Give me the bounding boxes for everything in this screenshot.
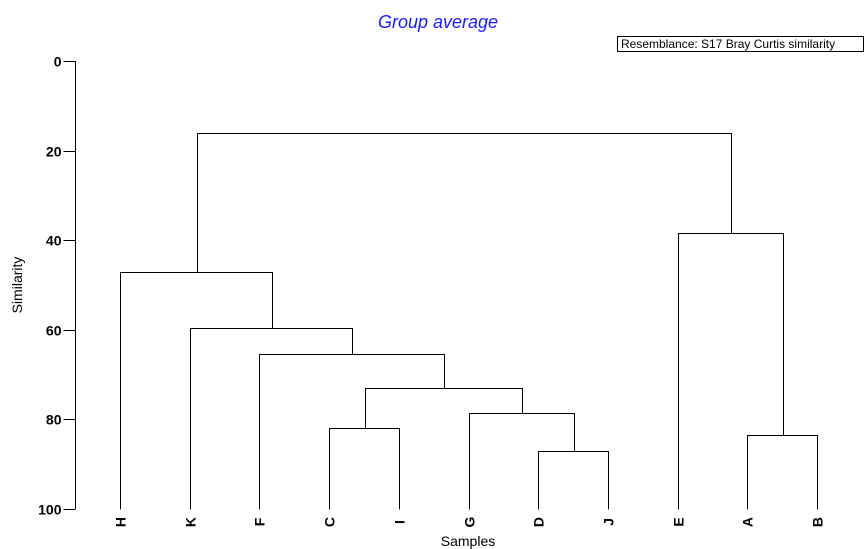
leaf-label: B	[810, 517, 826, 527]
dendrogram-branch	[747, 435, 818, 510]
dendrogram-branch	[197, 133, 732, 273]
leaf-label: H	[113, 517, 129, 527]
leaf-label: K	[183, 517, 199, 527]
y-tick-label: 60	[46, 323, 62, 339]
y-tick-label: 80	[46, 412, 62, 428]
leaf-label: F	[252, 517, 268, 526]
y-tick-label: 100	[38, 502, 62, 518]
x-axis-label: Samples	[441, 533, 495, 549]
y-axis-label: Similarity	[9, 257, 25, 314]
dendrogram-branch	[678, 233, 784, 510]
chart-title: Group average	[378, 12, 498, 32]
leaf-label: E	[671, 517, 687, 526]
dendrogram-branch	[365, 388, 523, 429]
leaf-label: G	[462, 516, 478, 527]
y-axis: 0 20 40 60 80 100	[38, 54, 76, 518]
y-tick-label: 20	[46, 144, 62, 160]
y-tick-label: 40	[46, 233, 62, 249]
y-tick-label: 0	[54, 54, 62, 70]
leaf-label: C	[322, 517, 338, 527]
dendrogram-branch	[538, 451, 609, 510]
leaf-label: J	[601, 518, 617, 526]
leaf-label: I	[392, 520, 408, 524]
legend: Resemblance: S17 Bray Curtis similarity	[617, 36, 864, 52]
leaf-label: A	[740, 517, 756, 527]
dendrogram-branch	[120, 272, 273, 510]
dendrogram-branch	[259, 354, 445, 510]
dendrogram-branch	[190, 328, 353, 510]
legend-text: Resemblance: S17 Bray Curtis similarity	[621, 37, 835, 51]
leaf-label: D	[531, 517, 547, 527]
dendrogram-branch	[469, 413, 575, 510]
dendrogram-branch	[329, 428, 400, 510]
dendrogram-branches	[120, 133, 818, 510]
legend-box	[617, 36, 864, 52]
